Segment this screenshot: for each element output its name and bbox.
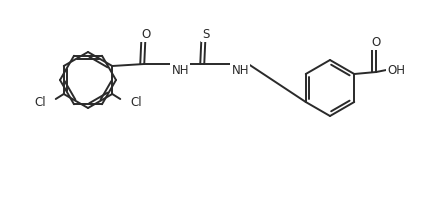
Text: Cl: Cl <box>130 95 142 109</box>
Text: O: O <box>142 28 151 41</box>
Text: OH: OH <box>387 64 405 76</box>
Text: O: O <box>372 35 381 49</box>
Text: S: S <box>202 28 210 41</box>
Text: NH: NH <box>232 64 249 76</box>
Text: Cl: Cl <box>34 95 46 109</box>
Text: NH: NH <box>172 64 189 76</box>
